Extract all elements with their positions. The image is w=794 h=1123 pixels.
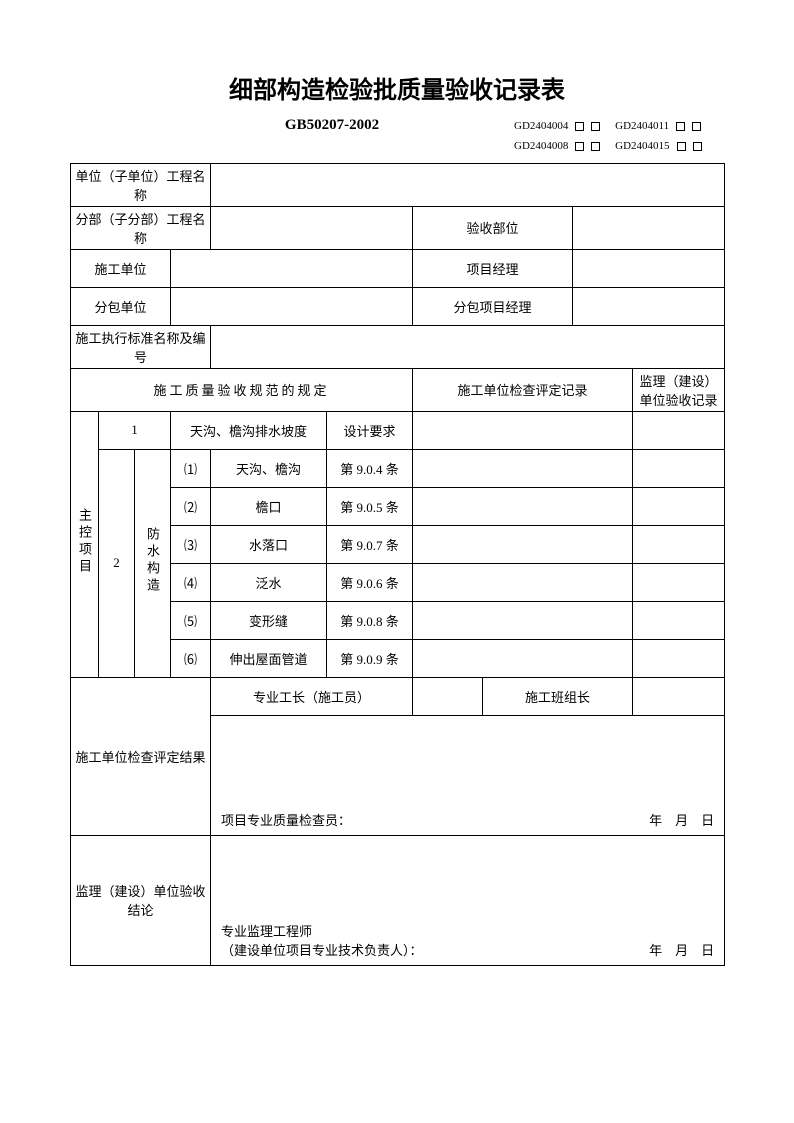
table-row: 单位（子单位）工程名称 xyxy=(71,163,725,206)
field-accept[interactable] xyxy=(633,601,725,639)
subitem-ref: 第 9.0.6 条 xyxy=(327,563,413,601)
field-construction-unit[interactable] xyxy=(171,249,413,287)
inspection-table: 单位（子单位）工程名称 分部（子分部）工程名称 验收部位 施工单位 项目经理 分… xyxy=(70,163,725,966)
label-team-leader: 施工班组长 xyxy=(483,677,633,715)
label-subcontractor: 分包单位 xyxy=(71,287,171,325)
table-row: 施工单位检查评定结果 专业工长（施工员） 施工班组长 xyxy=(71,677,725,715)
subitem-name: 伸出屋面管道 xyxy=(211,639,327,677)
field-check[interactable] xyxy=(413,601,633,639)
subitem-name: 变形缝 xyxy=(211,601,327,639)
subitem-name: 檐口 xyxy=(211,487,327,525)
field-sub-pm[interactable] xyxy=(573,287,725,325)
table-row: 施工单位 项目经理 xyxy=(71,249,725,287)
label-project-manager: 项目经理 xyxy=(413,249,573,287)
label-result: 施工单位检查评定结果 xyxy=(71,677,211,835)
subitem-ref: 第 9.0.9 条 xyxy=(327,639,413,677)
item-index: 1 xyxy=(99,411,171,449)
label-construction-unit: 施工单位 xyxy=(71,249,171,287)
field-accept[interactable] xyxy=(633,639,725,677)
subitem-ref: 第 9.0.5 条 xyxy=(327,487,413,525)
field-check[interactable] xyxy=(413,525,633,563)
subitem-name: 泛水 xyxy=(211,563,327,601)
label-sub-project: 分部（子分部）工程名称 xyxy=(71,206,211,249)
field-accept[interactable] xyxy=(633,449,725,487)
table-row: 分包单位 分包项目经理 xyxy=(71,287,725,325)
table-row: 主控项目 1 天沟、檐沟排水坡度 设计要求 xyxy=(71,411,725,449)
date-label: 年 月 日 xyxy=(649,940,714,959)
subitem-name: 天沟、檐沟 xyxy=(211,449,327,487)
signer2-label: （建设单位项目专业技术负责人）： xyxy=(221,940,423,959)
field-unit-project[interactable] xyxy=(211,163,725,206)
subitem-n: ⑴ xyxy=(171,449,211,487)
table-row: 施工质量验收规范的规定 施工单位检查评定记录 监理（建设）单位验收记录 xyxy=(71,368,725,411)
field-accept[interactable] xyxy=(633,487,725,525)
subitem-name: 水落口 xyxy=(211,525,327,563)
subitem-n: ⑹ xyxy=(171,639,211,677)
field-subcontractor[interactable] xyxy=(171,287,413,325)
item-index: 2 xyxy=(99,449,135,677)
subitem-n: ⑸ xyxy=(171,601,211,639)
field-team-leader[interactable] xyxy=(633,677,725,715)
label-sub-pm: 分包项目经理 xyxy=(413,287,573,325)
subtitle-row: GB50207-2002 GD2404004 GD2404011 GD24040… xyxy=(70,117,724,157)
result-signature-area[interactable]: 项目专业质量检查员： 年 月 日 xyxy=(211,715,725,835)
subitem-n: ⑶ xyxy=(171,525,211,563)
standard-code: GB50207-2002 xyxy=(70,117,514,134)
doc-codes: GD2404004 GD2404011 GD2404008 GD2404015 xyxy=(514,117,724,157)
header-selfcheck: 施工单位检查评定记录 xyxy=(413,368,633,411)
item-name: 天沟、檐沟排水坡度 xyxy=(171,411,327,449)
field-foreman[interactable] xyxy=(413,677,483,715)
table-row: 监理（建设）单位验收结论 专业监理工程师 （建设单位项目专业技术负责人）： 年 … xyxy=(71,835,725,965)
subitem-n: ⑷ xyxy=(171,563,211,601)
conclusion-signature-area[interactable]: 专业监理工程师 （建设单位项目专业技术负责人）： 年 月 日 xyxy=(211,835,725,965)
table-row: 分部（子分部）工程名称 验收部位 xyxy=(71,206,725,249)
label-exec-standard: 施工执行标准名称及编号 xyxy=(71,325,211,368)
field-sub-project[interactable] xyxy=(211,206,413,249)
page-title: 细部构造检验批质量验收记录表 xyxy=(70,70,724,105)
field-accept[interactable] xyxy=(633,411,725,449)
field-check[interactable] xyxy=(413,563,633,601)
label-accept-part: 验收部位 xyxy=(413,206,573,249)
field-accept[interactable] xyxy=(633,563,725,601)
main-category-label: 主控项目 xyxy=(71,411,99,677)
label-foreman: 专业工长（施工员） xyxy=(211,677,413,715)
table-row: 施工执行标准名称及编号 xyxy=(71,325,725,368)
field-project-manager[interactable] xyxy=(573,249,725,287)
sub-category-label: 防水构造 xyxy=(135,449,171,677)
header-spec: 施工质量验收规范的规定 xyxy=(71,368,413,411)
date-label: 年 月 日 xyxy=(649,810,714,829)
item-ref: 设计要求 xyxy=(327,411,413,449)
header-supervise: 监理（建设）单位验收记录 xyxy=(633,368,725,411)
field-exec-standard[interactable] xyxy=(211,325,725,368)
subitem-ref: 第 9.0.7 条 xyxy=(327,525,413,563)
field-check[interactable] xyxy=(413,449,633,487)
field-accept-part[interactable] xyxy=(573,206,725,249)
signer-label: 项目专业质量检查员： xyxy=(221,810,351,829)
label-unit-project: 单位（子单位）工程名称 xyxy=(71,163,211,206)
field-accept[interactable] xyxy=(633,525,725,563)
field-check[interactable] xyxy=(413,487,633,525)
subitem-ref: 第 9.0.8 条 xyxy=(327,601,413,639)
field-check[interactable] xyxy=(413,411,633,449)
signer1-label: 专业监理工程师 xyxy=(221,921,714,940)
subitem-ref: 第 9.0.4 条 xyxy=(327,449,413,487)
field-check[interactable] xyxy=(413,639,633,677)
table-row: 2 防水构造 ⑴ 天沟、檐沟 第 9.0.4 条 xyxy=(71,449,725,487)
label-conclusion: 监理（建设）单位验收结论 xyxy=(71,835,211,965)
subitem-n: ⑵ xyxy=(171,487,211,525)
